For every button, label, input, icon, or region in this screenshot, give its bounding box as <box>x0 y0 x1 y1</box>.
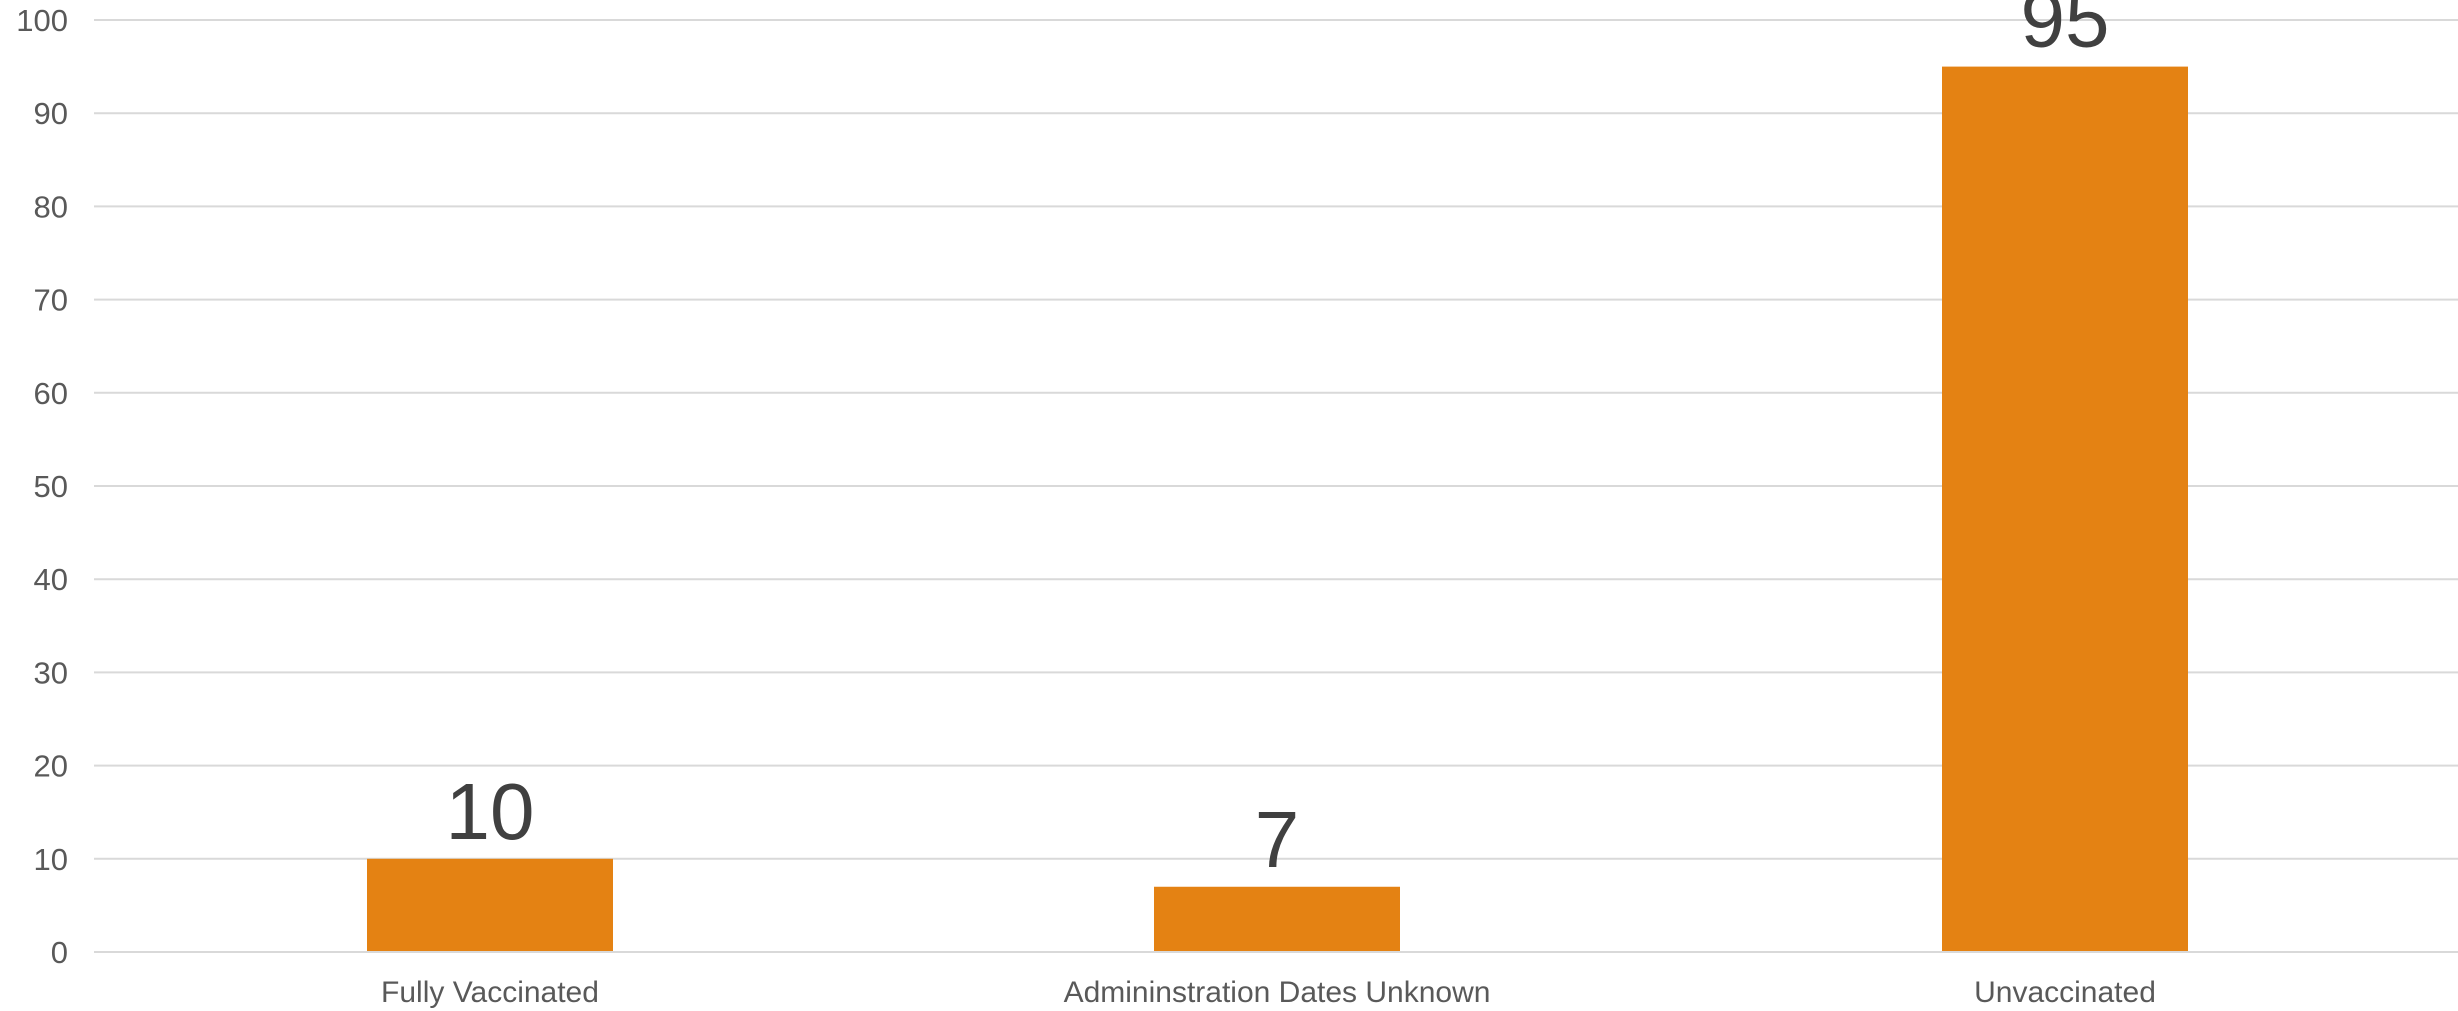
data-labels: 10 7 95 <box>446 0 2110 884</box>
y-tick-label: 30 <box>34 655 68 690</box>
bar-fully-vaccinated <box>367 858 613 952</box>
gridlines <box>94 19 2458 860</box>
y-axis-tick-labels: 0 10 20 30 40 50 60 70 80 90 100 <box>16 3 68 970</box>
y-tick-label: 80 <box>34 189 68 224</box>
bar-admininstration-dates-unknown <box>1154 886 1400 952</box>
y-tick-label: 20 <box>34 749 68 784</box>
bars <box>367 66 2188 953</box>
y-tick-label: 100 <box>16 3 68 38</box>
y-tick-label: 90 <box>34 96 68 131</box>
y-tick-label: 40 <box>34 562 68 597</box>
x-category-label: Unvaccinated <box>1974 976 2156 1009</box>
bar-unvaccinated <box>1942 66 2188 953</box>
x-axis-category-labels: Fully Vaccinated Admininstration Dates Un… <box>381 976 2156 1009</box>
x-category-label: Admininstration Dates Unknown <box>1064 976 1491 1009</box>
y-tick-label: 0 <box>51 935 68 970</box>
x-category-label: Fully Vaccinated <box>381 976 599 1009</box>
y-tick-label: 60 <box>34 376 68 411</box>
data-label: 10 <box>446 767 535 856</box>
data-label: 95 <box>2021 0 2110 64</box>
data-label: 7 <box>1255 795 1300 884</box>
y-tick-label: 50 <box>34 469 68 504</box>
y-tick-label: 70 <box>34 283 68 318</box>
y-tick-label: 10 <box>34 842 68 877</box>
